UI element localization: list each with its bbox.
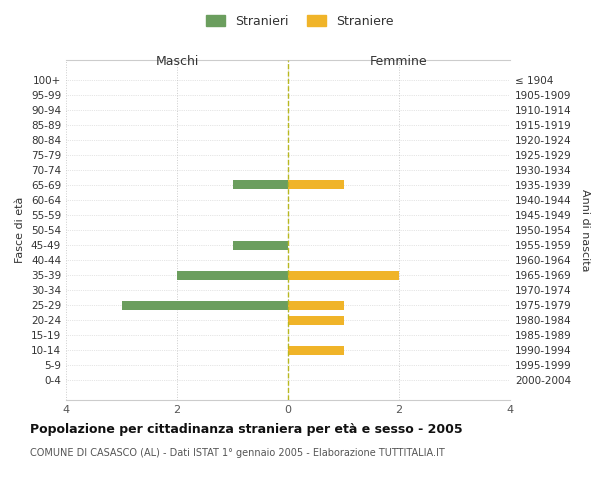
Bar: [121, 300, 288, 310]
Text: Maschi: Maschi: [155, 55, 199, 68]
Text: COMUNE DI CASASCO (AL) - Dati ISTAT 1° gennaio 2005 - Elaborazione TUTTITALIA.IT: COMUNE DI CASASCO (AL) - Dati ISTAT 1° g…: [30, 448, 445, 458]
Bar: [233, 180, 288, 190]
Y-axis label: Fasce di età: Fasce di età: [16, 197, 25, 263]
Text: Popolazione per cittadinanza straniera per età e sesso - 2005: Popolazione per cittadinanza straniera p…: [30, 422, 463, 436]
Bar: [288, 270, 399, 280]
Legend: Stranieri, Straniere: Stranieri, Straniere: [203, 11, 397, 32]
Bar: [233, 240, 288, 250]
Text: Femmine: Femmine: [370, 55, 428, 68]
Bar: [288, 346, 343, 354]
Y-axis label: Anni di nascita: Anni di nascita: [580, 188, 590, 271]
Bar: [288, 316, 343, 324]
Bar: [288, 180, 343, 190]
Bar: [288, 300, 343, 310]
Bar: [177, 270, 288, 280]
